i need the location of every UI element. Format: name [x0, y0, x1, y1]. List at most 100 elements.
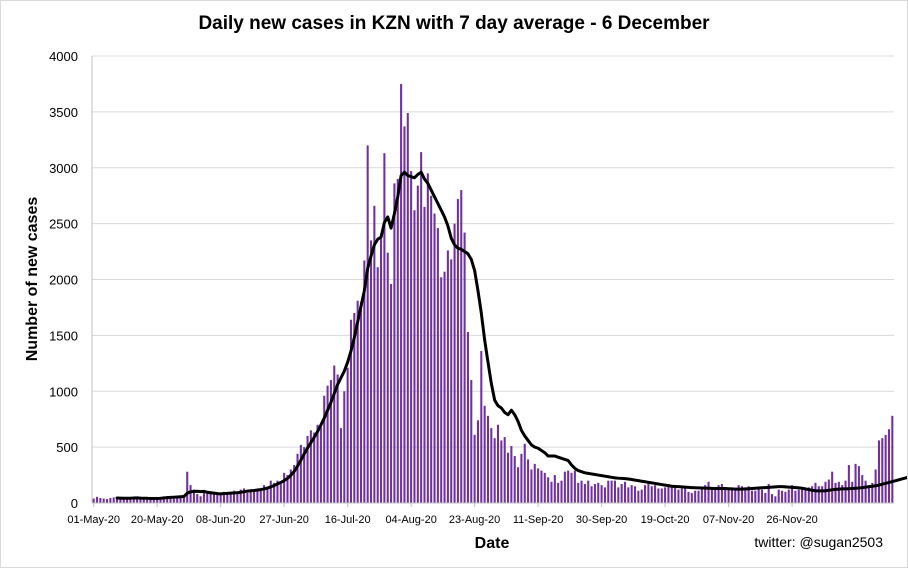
- x-tick-label: 16-Jul-20: [325, 514, 371, 526]
- bar: [433, 213, 436, 503]
- bar: [296, 453, 299, 503]
- bar: [202, 490, 205, 503]
- bar: [527, 459, 530, 503]
- bar: [166, 496, 169, 503]
- twitter-credit: twitter: @sugan2503: [754, 534, 883, 550]
- y-tick-label: 1500: [49, 328, 78, 343]
- bar: [530, 469, 533, 503]
- bar: [553, 475, 556, 503]
- bar: [209, 492, 212, 503]
- bar: [369, 240, 373, 503]
- bar: [654, 485, 657, 503]
- bar: [687, 491, 690, 503]
- bar: [253, 489, 256, 503]
- bar: [136, 497, 139, 503]
- bar: [116, 497, 119, 503]
- bar: [674, 487, 677, 503]
- bar: [416, 185, 419, 503]
- bar: [390, 283, 393, 503]
- bar: [269, 480, 272, 503]
- bar: [486, 415, 490, 503]
- bar: [376, 267, 379, 503]
- bar: [620, 484, 623, 503]
- bar: [677, 489, 680, 503]
- seven-day-average-line: [115, 170, 907, 501]
- bar: [657, 488, 660, 503]
- bar: [440, 277, 443, 503]
- x-tick-label: 19-Oct-20: [641, 514, 690, 526]
- bar: [303, 447, 306, 504]
- bar: [139, 498, 142, 503]
- bar: [630, 485, 633, 503]
- bar: [189, 485, 192, 503]
- bar: [453, 223, 456, 504]
- bar: [159, 496, 162, 503]
- bar: [363, 260, 366, 503]
- bar: [811, 486, 814, 503]
- bar: [757, 488, 760, 503]
- bar: [496, 424, 500, 503]
- bar: [199, 496, 202, 503]
- bar: [326, 385, 329, 503]
- chart-title: Daily new cases in KZN with 7 day averag…: [198, 13, 710, 34]
- bar: [413, 210, 416, 503]
- bar: [717, 485, 720, 503]
- bar: [186, 471, 189, 503]
- bar: [356, 300, 359, 503]
- bar: [219, 492, 222, 503]
- bar: [540, 470, 543, 503]
- bar: [353, 313, 356, 503]
- bar: [834, 482, 837, 503]
- bar: [637, 490, 640, 503]
- y-tick-label: 3000: [49, 161, 78, 176]
- bar: [146, 499, 149, 503]
- bar: [570, 472, 573, 503]
- bar: [169, 497, 172, 503]
- bar: [764, 492, 767, 503]
- bar: [179, 495, 182, 503]
- bar: [239, 489, 242, 503]
- bar: [690, 492, 693, 503]
- bar: [309, 430, 312, 503]
- bar: [851, 481, 854, 503]
- bar: [613, 480, 616, 503]
- bar: [420, 152, 423, 503]
- bar: [807, 487, 810, 503]
- x-tick-label: 20-May-20: [131, 514, 184, 526]
- bar: [423, 206, 426, 504]
- x-tick-label: 11-Sep-20: [513, 514, 564, 526]
- bar: [697, 490, 700, 503]
- bar: [610, 480, 613, 503]
- bar: [493, 438, 496, 503]
- bar: [650, 486, 653, 503]
- bar: [804, 487, 807, 503]
- bar: [299, 444, 302, 503]
- bar: [710, 488, 713, 503]
- bar: [590, 486, 593, 503]
- bar: [359, 301, 363, 503]
- bar: [660, 488, 663, 503]
- bar: [319, 427, 322, 503]
- bar: [126, 498, 129, 503]
- y-axis-label: Number of new cases: [24, 197, 41, 362]
- bar: [740, 486, 743, 503]
- bar: [510, 446, 513, 503]
- bar: [507, 452, 510, 503]
- bar: [871, 482, 874, 503]
- bar: [684, 487, 687, 503]
- bar: [563, 471, 566, 503]
- bar: [346, 367, 349, 503]
- bar: [279, 482, 282, 503]
- bar: [887, 429, 891, 503]
- bar: [426, 173, 429, 503]
- bar: [483, 405, 486, 503]
- bar: [707, 481, 710, 503]
- bar: [781, 490, 784, 503]
- bar: [430, 195, 433, 503]
- y-tick-labels: 0 500 1000 1500 2000 2500 3000 3500 4000: [49, 49, 78, 511]
- x-tick-label: 23-Aug-20: [449, 514, 500, 526]
- bar: [744, 489, 747, 503]
- bar: [349, 319, 353, 503]
- bar: [814, 482, 817, 503]
- bar: [380, 235, 383, 504]
